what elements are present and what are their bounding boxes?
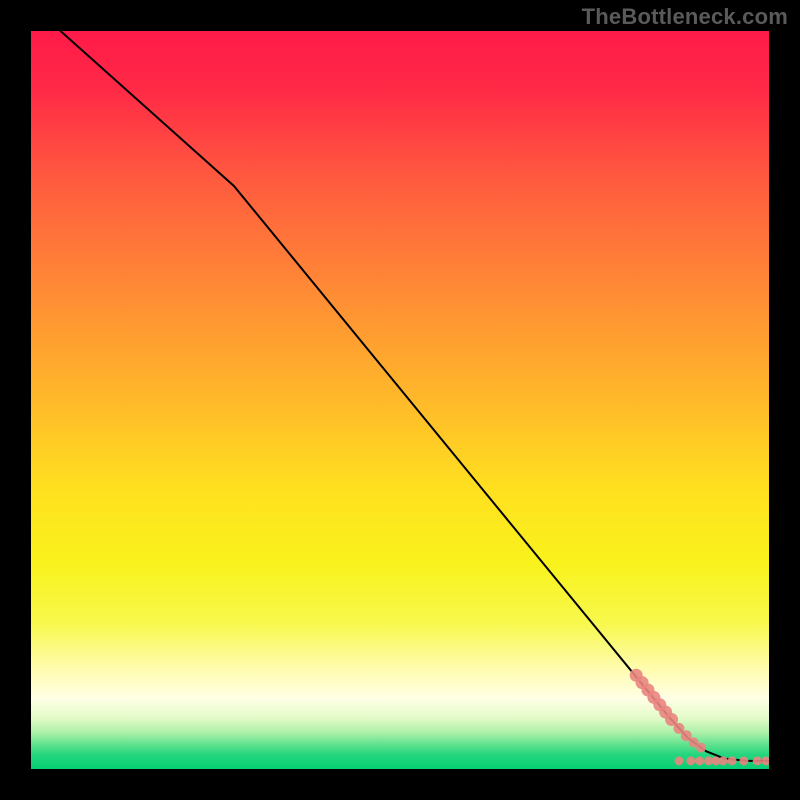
attribution-text: TheBottleneck.com <box>582 4 788 30</box>
stage: TheBottleneck.com <box>0 0 800 800</box>
plot-frame <box>31 31 769 769</box>
